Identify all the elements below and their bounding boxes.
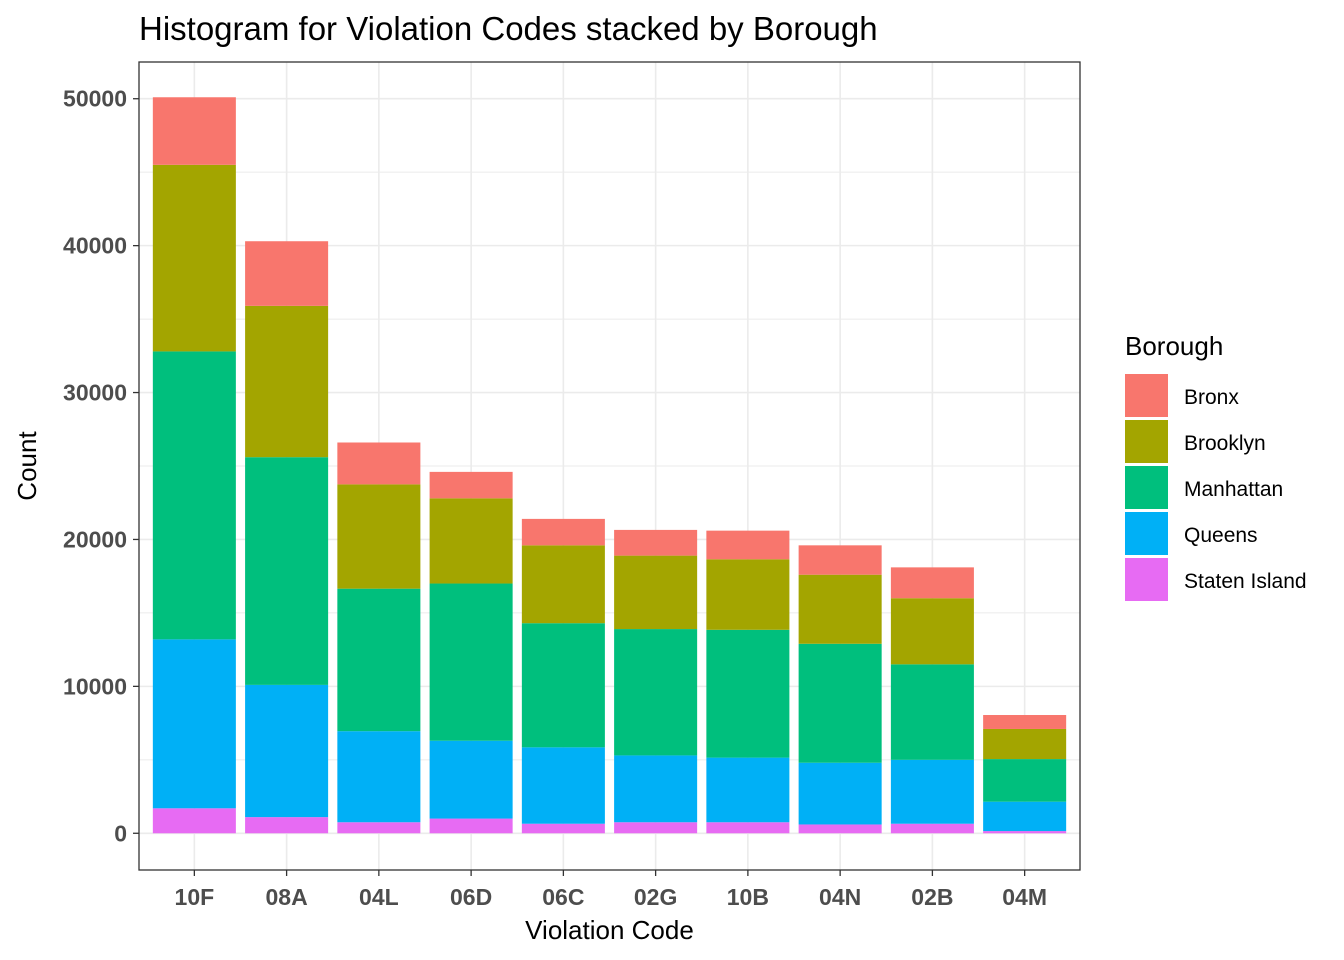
- bar-02G-staten-island: [614, 822, 698, 834]
- x-tick-label: 02G: [634, 884, 677, 910]
- bar-10B-queens: [706, 757, 790, 823]
- bar-08A-staten-island: [245, 817, 329, 834]
- bar-04M-brooklyn: [983, 728, 1067, 760]
- bar-10F-staten-island: [152, 808, 236, 834]
- bar-08A-queens: [245, 684, 329, 818]
- bar-06C-queens: [521, 747, 605, 824]
- x-tick-label: 04L: [359, 884, 399, 910]
- bar-04M-bronx: [983, 715, 1067, 729]
- bar-10B-brooklyn: [706, 559, 790, 630]
- bar-04N-staten-island: [798, 824, 882, 834]
- legend-swatch-bronx: [1125, 374, 1168, 417]
- bar-04L-manhattan: [337, 588, 421, 732]
- legend-label: Queens: [1184, 524, 1258, 547]
- legend-label: Bronx: [1184, 386, 1239, 409]
- legend-swatch-staten-island: [1125, 558, 1168, 601]
- y-tick-label: 10000: [63, 673, 127, 699]
- bar-06D-manhattan: [429, 583, 513, 741]
- bar-02B-brooklyn: [890, 598, 974, 665]
- x-tick-label: 10B: [727, 884, 769, 910]
- bar-10F-brooklyn: [152, 164, 236, 352]
- bar-02G-manhattan: [614, 629, 698, 756]
- x-tick-label: 04M: [1002, 884, 1047, 910]
- bar-06C-brooklyn: [521, 545, 605, 624]
- bar-04L-bronx: [337, 442, 421, 485]
- y-tick-label: 40000: [63, 233, 127, 259]
- bar-06D-brooklyn: [429, 498, 513, 584]
- bar-04N-brooklyn: [798, 574, 882, 644]
- bar-04L-brooklyn: [337, 484, 421, 589]
- x-tick-label: 08A: [266, 884, 308, 910]
- legend-label: Manhattan: [1184, 478, 1283, 501]
- bar-04L-queens: [337, 731, 421, 823]
- panel-border: [138, 61, 1081, 871]
- bar-02B-staten-island: [890, 823, 974, 834]
- bar-04N-manhattan: [798, 643, 882, 763]
- legend-swatch-brooklyn: [1125, 420, 1168, 463]
- bar-04M-staten-island: [983, 831, 1067, 834]
- bar-02B-bronx: [890, 567, 974, 599]
- y-axis-title: Count: [12, 431, 42, 501]
- bar-02G-queens: [614, 755, 698, 823]
- chart-title: Histogram for Violation Codes stacked by…: [139, 10, 878, 47]
- y-tick-label: 30000: [63, 380, 127, 406]
- bar-10F-bronx: [152, 97, 236, 165]
- bar-10F-queens: [152, 639, 236, 809]
- legend-swatch-manhattan: [1125, 466, 1168, 509]
- bar-06D-bronx: [429, 471, 513, 499]
- bar-06C-manhattan: [521, 623, 605, 748]
- y-axis: 0 10000 20000 30000 40000 50000: [63, 86, 139, 846]
- legend-swatch-queens: [1125, 512, 1168, 555]
- legend: Borough Bronx Brooklyn Manhattan Queens Stat…: [1125, 331, 1307, 601]
- bar-10B-manhattan: [706, 629, 790, 758]
- bar-06C-bronx: [521, 518, 605, 546]
- bar-08A-bronx: [245, 241, 329, 306]
- bar-04M-queens: [983, 801, 1067, 832]
- bar-04N-bronx: [798, 545, 882, 575]
- legend-title: Borough: [1125, 331, 1223, 361]
- bar-04L-staten-island: [337, 822, 421, 834]
- bar-06C-staten-island: [521, 823, 605, 834]
- bar-02B-queens: [890, 759, 974, 824]
- bar-02B-manhattan: [890, 664, 974, 760]
- bar-08A-manhattan: [245, 457, 329, 685]
- y-tick-label: 20000: [63, 526, 127, 552]
- bar-06D-queens: [429, 740, 513, 819]
- bar-10B-bronx: [706, 530, 790, 560]
- y-tick-label: 0: [114, 820, 127, 846]
- bar-10F-manhattan: [152, 351, 236, 640]
- x-tick-label: 02B: [911, 884, 953, 910]
- x-axis-title: Violation Code: [525, 915, 694, 945]
- x-tick-label: 04N: [819, 884, 861, 910]
- bars: [152, 97, 1067, 834]
- bar-04N-queens: [798, 762, 882, 825]
- x-axis: 10F 08A 04L 06D 06C 02G 10B 04N 02B 04M: [175, 870, 1047, 910]
- bar-06D-staten-island: [429, 818, 513, 834]
- legend-label: Staten Island: [1184, 570, 1307, 593]
- y-tick-label: 50000: [63, 86, 127, 112]
- bar-10B-staten-island: [706, 822, 790, 834]
- x-tick-label: 10F: [175, 884, 215, 910]
- legend-label: Brooklyn: [1184, 432, 1266, 455]
- bar-04M-manhattan: [983, 759, 1067, 802]
- x-tick-label: 06D: [450, 884, 492, 910]
- bar-08A-brooklyn: [245, 305, 329, 458]
- bar-02G-brooklyn: [614, 555, 698, 630]
- bar-02G-bronx: [614, 529, 698, 556]
- x-tick-label: 06C: [542, 884, 584, 910]
